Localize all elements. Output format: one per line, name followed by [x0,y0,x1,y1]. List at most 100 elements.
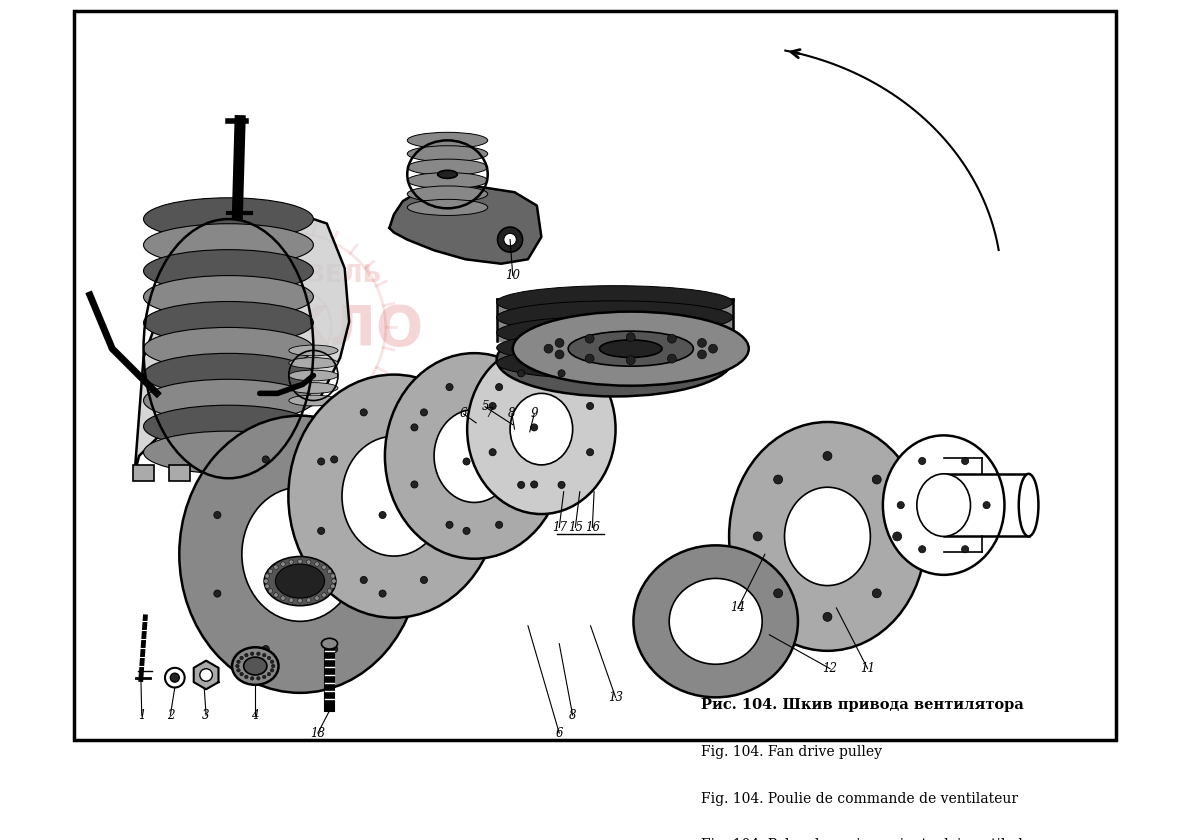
Circle shape [531,480,538,488]
Circle shape [274,593,278,597]
Circle shape [327,569,332,574]
Circle shape [503,234,516,246]
Ellipse shape [144,302,313,344]
Circle shape [165,668,184,687]
Circle shape [497,227,522,252]
Circle shape [268,672,271,676]
Circle shape [236,664,239,668]
Circle shape [314,562,319,566]
Circle shape [327,589,332,593]
Ellipse shape [275,564,325,598]
Circle shape [257,652,261,655]
Circle shape [245,675,249,679]
Circle shape [420,409,427,416]
Ellipse shape [600,340,662,358]
Circle shape [321,565,326,570]
Circle shape [919,546,926,553]
Ellipse shape [407,199,488,215]
Circle shape [314,596,319,601]
Ellipse shape [244,657,267,675]
Circle shape [321,593,326,597]
Circle shape [263,654,267,657]
Text: 16: 16 [584,521,600,534]
Polygon shape [389,183,541,264]
Circle shape [361,576,368,584]
Circle shape [200,669,212,681]
Ellipse shape [289,358,338,368]
Polygon shape [496,300,733,341]
Ellipse shape [568,331,694,366]
Text: 6: 6 [556,727,563,739]
Circle shape [289,598,294,602]
Text: 18: 18 [311,727,325,739]
Ellipse shape [144,197,313,240]
Circle shape [668,354,676,363]
Circle shape [237,660,240,664]
Circle shape [281,596,286,601]
Circle shape [753,532,762,541]
Circle shape [331,584,336,589]
Circle shape [774,589,783,598]
Circle shape [240,672,244,676]
Ellipse shape [144,276,313,318]
Ellipse shape [342,436,446,556]
Circle shape [262,646,269,653]
Text: 12: 12 [822,662,838,675]
Circle shape [518,370,525,377]
Text: Fig. 104. Fan drive pulley: Fig. 104. Fan drive pulley [701,745,883,759]
Circle shape [489,402,496,410]
Circle shape [331,574,336,578]
Text: 14: 14 [731,601,746,614]
Circle shape [489,449,496,456]
Circle shape [298,599,302,603]
Circle shape [587,402,594,410]
Circle shape [214,590,221,597]
Ellipse shape [468,344,615,514]
Circle shape [270,660,274,664]
Ellipse shape [496,331,733,365]
Polygon shape [194,661,219,690]
Circle shape [555,339,564,348]
Circle shape [585,334,594,344]
Ellipse shape [289,395,338,406]
Text: 4: 4 [251,709,259,722]
Circle shape [531,424,538,431]
Circle shape [268,656,271,659]
Ellipse shape [496,346,733,380]
Ellipse shape [496,323,733,396]
Circle shape [289,560,294,564]
Text: 9: 9 [531,407,538,421]
Circle shape [264,579,268,583]
Ellipse shape [321,638,338,649]
Text: 7КЛО: 7КЛО [246,303,422,358]
Circle shape [245,654,249,657]
Circle shape [518,481,525,489]
Ellipse shape [289,345,338,356]
Circle shape [446,384,453,391]
Ellipse shape [242,487,358,622]
Circle shape [983,501,990,509]
Circle shape [298,559,302,564]
Text: 5: 5 [481,401,489,413]
Text: 15: 15 [568,521,583,534]
Ellipse shape [407,172,488,189]
Circle shape [331,646,338,653]
Circle shape [697,339,707,348]
Circle shape [872,589,882,598]
Circle shape [318,458,325,465]
Text: 6: 6 [459,407,468,421]
Ellipse shape [784,487,870,585]
Circle shape [626,355,635,365]
Text: 13: 13 [608,690,624,704]
Circle shape [463,528,470,534]
Text: Fig. 104. Poulie de commande de ventilateur: Fig. 104. Poulie de commande de ventilat… [701,791,1019,806]
Circle shape [318,528,325,534]
Text: Fig. 104. Polea de accionamiento dei ventilador: Fig. 104. Polea de accionamiento dei ven… [701,838,1039,840]
Circle shape [411,480,418,488]
Ellipse shape [407,133,488,149]
Circle shape [263,675,267,679]
Circle shape [250,676,253,680]
Ellipse shape [434,409,514,502]
Circle shape [919,458,926,465]
Circle shape [823,451,832,460]
